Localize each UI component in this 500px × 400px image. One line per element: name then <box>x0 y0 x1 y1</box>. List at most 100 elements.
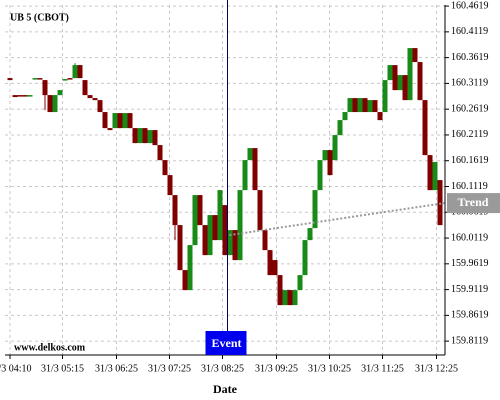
y-tick-label: 160.4619 <box>451 0 489 11</box>
y-tick-label: 159.9119 <box>451 284 488 295</box>
candle-body <box>87 95 93 99</box>
candle-body <box>412 48 418 63</box>
x-tick-label: 31/3 04:10 <box>0 363 32 374</box>
candle-body <box>227 230 233 256</box>
candle-body <box>252 148 258 191</box>
candle-body <box>267 250 273 276</box>
candle-body <box>92 98 98 101</box>
candle-body <box>47 95 53 113</box>
y-tick-label: 160.0119 <box>451 232 488 243</box>
candle-body <box>187 245 193 291</box>
x-tick-label: 31/3 12:25 <box>415 363 458 374</box>
candle-body <box>37 78 43 80</box>
candle-body <box>222 205 228 256</box>
candle-body <box>167 175 173 196</box>
event-label: Event <box>212 336 242 350</box>
candle-body <box>292 290 298 306</box>
candle-body <box>162 160 168 176</box>
candle-body <box>132 128 138 144</box>
candle-body <box>27 95 33 97</box>
candle-body <box>142 128 148 144</box>
candle-body <box>82 80 88 96</box>
candle-body <box>367 100 373 113</box>
candle-body <box>172 195 178 226</box>
candle-body <box>262 230 268 251</box>
candle-body <box>387 65 393 81</box>
candle-body <box>277 275 283 306</box>
candle-body <box>72 65 78 79</box>
candle-body <box>422 100 428 156</box>
candle-body <box>287 290 293 306</box>
candle-body <box>7 78 13 81</box>
y-tick-label: 160.3119 <box>451 78 488 89</box>
candle-body <box>307 228 313 241</box>
y-tick-label: 159.8619 <box>451 310 489 321</box>
candle-body <box>192 195 198 246</box>
chart-title: UB 5 (CBOT) <box>10 12 69 23</box>
candle-body <box>122 113 128 129</box>
candle-body <box>212 215 218 241</box>
candle-body <box>202 225 208 256</box>
candle-body <box>397 75 403 91</box>
y-tick-label: 160.1119 <box>451 181 488 192</box>
candle-body <box>232 230 238 261</box>
candle-body <box>362 98 368 113</box>
y-tick-label: 159.8119 <box>451 335 488 346</box>
candle-body <box>327 150 333 176</box>
candle-body <box>207 215 213 256</box>
y-tick-label: 159.9619 <box>451 258 489 269</box>
candle-body <box>347 98 353 113</box>
x-tick-label: 31/3 07:25 <box>148 363 191 374</box>
x-tick-label: 31/3 05:15 <box>41 363 84 374</box>
candle-body <box>337 120 343 136</box>
candle-body <box>182 270 188 291</box>
y-tick-label: 160.2619 <box>451 103 489 114</box>
candle-body <box>102 112 108 129</box>
candle-body <box>352 98 358 113</box>
candle-body <box>402 75 408 101</box>
candle-body <box>237 190 243 261</box>
candle-body <box>417 62 423 101</box>
trend-line <box>229 202 445 237</box>
candle-body <box>177 225 183 271</box>
candle-body <box>42 80 48 96</box>
candle-body <box>297 275 303 291</box>
candle-body <box>342 112 348 121</box>
candle-body <box>197 195 203 226</box>
candle-body <box>137 128 143 144</box>
x-axis-title: Date <box>213 382 238 396</box>
candle-body <box>302 240 308 276</box>
candle-body <box>147 130 153 144</box>
candle-body <box>432 162 438 191</box>
candle-body <box>127 113 133 129</box>
candle-body <box>427 155 433 191</box>
candle-body <box>317 160 323 191</box>
candle-body <box>117 113 123 129</box>
x-tick-label: 31/3 10:25 <box>308 363 351 374</box>
candle-body <box>377 112 383 121</box>
candle-body <box>312 190 318 229</box>
candle-body <box>382 80 388 113</box>
x-tick-label: 31/3 08:25 <box>201 363 244 374</box>
candle-body <box>17 95 23 97</box>
candle-body <box>12 95 18 98</box>
candle-body <box>272 260 278 276</box>
candle-body <box>112 113 118 129</box>
candle-body <box>322 150 328 161</box>
candle-body <box>57 90 63 96</box>
candle-body <box>152 130 158 146</box>
candle-body <box>77 65 83 79</box>
candle-body <box>52 95 58 113</box>
y-tick-label: 160.3619 <box>451 52 489 63</box>
candle-body <box>392 65 398 91</box>
watermark: www.delkos.com <box>14 342 86 353</box>
candle-body <box>67 78 73 80</box>
candle-body <box>62 79 68 81</box>
y-tick-label: 160.1619 <box>451 155 489 166</box>
candle-body <box>437 180 443 226</box>
trend-label-box <box>447 193 500 214</box>
candle-body <box>242 160 248 191</box>
candle-body <box>357 98 363 113</box>
y-tick-label: 160.4119 <box>451 26 488 37</box>
